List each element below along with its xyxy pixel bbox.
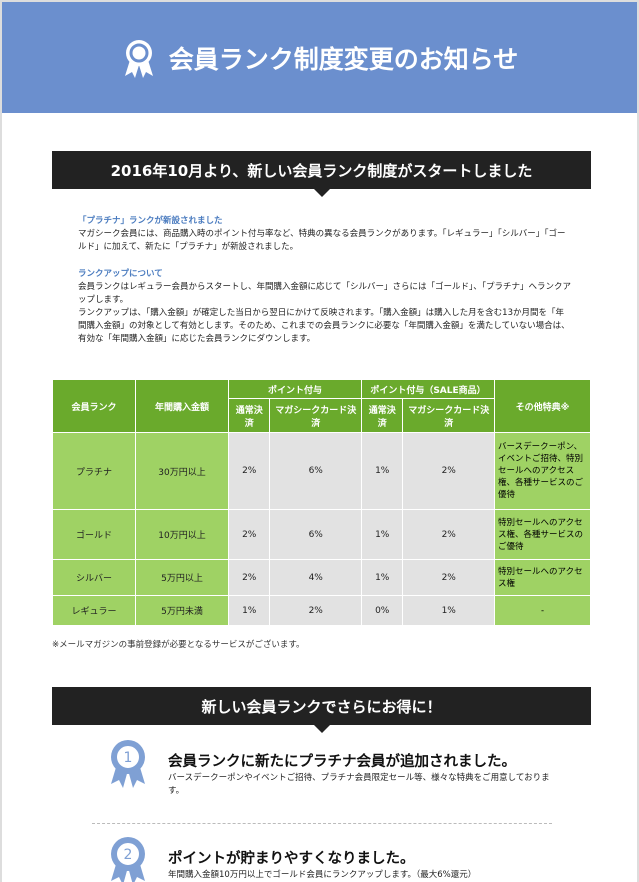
th: マガシークカード決済 (402, 398, 495, 433)
award-icon (124, 39, 153, 78)
paragraph: マガシーク会員には、商品購入時のポイント付与率など、特典の異なる会員ランクがあり… (78, 229, 566, 252)
table-row: ゴールド 10万円以上 2% 6% 1% 2% 特別セールへのアクセス権、各種サービスのご優… (52, 509, 591, 560)
cell: 2% (402, 432, 495, 510)
cell: 2% (227, 559, 271, 596)
medal-number: 1 (124, 750, 133, 766)
cell: 2% (227, 432, 271, 510)
cell: 2% (402, 509, 495, 560)
th: ポイント付与 (228, 379, 362, 399)
cell: 5万円未満 (135, 595, 229, 626)
cell: 30万円以上 (135, 432, 229, 510)
item-body: 年間購入金額10万円以上でゴールド会員にランクアップします。（最大6%還元） (168, 870, 477, 880)
th: ポイント付与（SALE商品） (360, 379, 496, 399)
divider (92, 823, 552, 824)
paragraph: 会員ランクはレギュラー会員からスタートし、年間購入金額に応じて「シルバー」さらに… (78, 282, 572, 305)
item-title: 会員ランクに新たにプラチナ会員が追加されました。 (168, 754, 516, 770)
cell: - (494, 595, 591, 626)
medal-number: 2 (124, 847, 133, 863)
block-title: 「プラチナ」ランクが新設されました (78, 216, 223, 226)
cell: 1% (360, 432, 404, 510)
th: 年間購入金額 (135, 379, 229, 433)
section-heading: 新しい会員ランクでさらにお得に！ (52, 687, 591, 733)
table-row: レギュラー 5万円未満 1% 2% 0% 1% - (52, 595, 591, 626)
cell: ゴールド (52, 509, 136, 560)
th: 通常決済 (360, 398, 404, 433)
intro-text: 「プラチナ」ランクが新設されました マガシーク会員には、商品購入時のポイント付与… (78, 215, 572, 346)
th: 通常決済 (227, 398, 271, 433)
cell: 特別セールへのアクセス権、各種サービスのご優待 (494, 509, 591, 560)
table-row: プラチナ 30万円以上 2% 6% 1% 2% バースデークーポン、イベントご招待、特別セー… (52, 432, 591, 510)
cell: バースデークーポン、イベントご招待、特別セールへのアクセス権、各種サービスのご優… (494, 432, 591, 510)
cell: 1% (402, 595, 495, 626)
rank-table: 会員ランク 年間購入金額 ポイント付与 ポイント付与（SALE商品） その他特典※ 通常… (52, 379, 591, 626)
cell: レギュラー (52, 595, 136, 626)
cell: 2% (269, 595, 362, 626)
table-row: シルバー 5万円以上 2% 4% 1% 2% 特別セールへのアクセス権 (52, 559, 591, 596)
table-note: ※メールマガジンの事前登録が必要となるサービスがございます。 (52, 640, 305, 650)
cell: 6% (269, 432, 362, 510)
item-body: バースデークーポンやイベントご招待、プラチナ会員限定セール等、様々な特典をご用意… (168, 773, 550, 796)
header: 会員ランク制度変更のお知らせ (2, 2, 637, 113)
cell: 1% (227, 595, 271, 626)
header-title: 会員ランク制度変更のお知らせ (168, 44, 519, 74)
cell: 10万円以上 (135, 509, 229, 560)
cell: 0% (360, 595, 404, 626)
section-heading: 2016年10月より、新しい会員ランク制度がスタートしました (52, 151, 591, 197)
th: その他特典※ (494, 379, 591, 433)
item-title: ポイントが貯まりやすくなりました。 (168, 851, 415, 867)
cell: プラチナ (52, 432, 136, 510)
block-title: ランクアップについて (78, 269, 163, 279)
cell: 6% (269, 509, 362, 560)
cell: 4% (269, 559, 362, 596)
cell: シルバー (52, 559, 136, 596)
number-medal: 1 (111, 740, 145, 788)
paragraph: ランクアップは、「購入金額」が確定した当日から翌日にかけて反映されます。「購入金… (78, 308, 570, 344)
cell: 1% (360, 509, 404, 560)
number-medal: 2 (111, 837, 145, 882)
cell: 特別セールへのアクセス権 (494, 559, 591, 596)
th: 会員ランク (52, 379, 136, 433)
cell: 5万円以上 (135, 559, 229, 596)
th: マガシークカード決済 (269, 398, 362, 433)
cell: 2% (402, 559, 495, 596)
cell: 2% (227, 509, 271, 560)
cell: 1% (360, 559, 404, 596)
